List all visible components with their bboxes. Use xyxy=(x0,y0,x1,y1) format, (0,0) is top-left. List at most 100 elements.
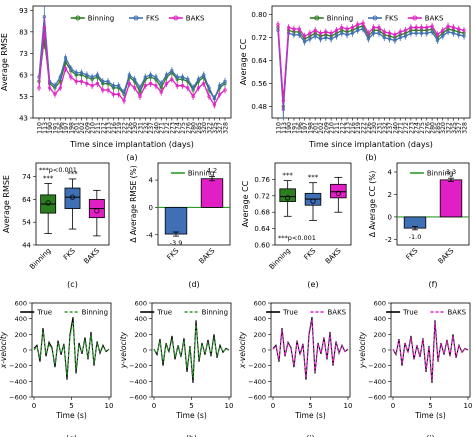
x-tick-label: 276 xyxy=(185,122,192,134)
data-point xyxy=(324,30,328,34)
x-tick-label: 209 xyxy=(323,122,330,134)
legend-marker xyxy=(75,15,81,21)
data-point xyxy=(37,86,41,90)
data-point xyxy=(446,30,450,34)
x-tick-label: 274 xyxy=(414,122,421,134)
data-label: 4.2 xyxy=(207,167,217,175)
x-tick-label: 325 xyxy=(451,122,458,134)
data-point xyxy=(148,81,153,86)
panel-caption: (b) xyxy=(365,153,376,162)
x-tick-label: 320 xyxy=(440,122,447,134)
data-point xyxy=(74,71,78,75)
data-point xyxy=(170,77,174,81)
panel-h: −600 −400 −200 0 200 400 600 0 5 10 True Binning y-v… xyxy=(119,300,233,437)
x-tick-label: 237 xyxy=(387,122,394,134)
data-point xyxy=(345,33,349,37)
series-line-true xyxy=(153,320,230,383)
panel-caption: (i) xyxy=(306,434,314,437)
y-axis-label: Δ Average RMSE (%) xyxy=(129,165,138,242)
x-tick-label: 202 xyxy=(79,122,86,134)
data-point xyxy=(361,21,365,25)
data-point xyxy=(127,81,131,86)
x-tick-label: 231 xyxy=(137,122,144,134)
data-point xyxy=(414,31,418,35)
data-point xyxy=(387,37,392,41)
data-point xyxy=(318,37,323,41)
mean-marker xyxy=(335,190,341,196)
data-point xyxy=(430,30,434,34)
y-tick-label: 53 xyxy=(19,93,28,101)
panel-caption: (f) xyxy=(428,280,437,289)
data-point xyxy=(441,34,445,38)
data-point xyxy=(53,84,57,88)
x-tick-label: 110 xyxy=(276,122,283,134)
data-point xyxy=(90,75,94,79)
data-point xyxy=(372,31,376,35)
y-tick-label: 0.64 xyxy=(254,225,270,233)
legend-marker xyxy=(372,15,378,21)
x-tick-label: 191 xyxy=(52,122,59,134)
y-tick-label: 400 xyxy=(135,315,147,323)
x-tick-label: 327 xyxy=(217,122,224,134)
mean-marker xyxy=(45,200,51,206)
y-tick-label: 600 xyxy=(15,300,27,308)
data-point xyxy=(403,28,408,33)
data-point xyxy=(196,86,201,90)
x-tick-label: 201 xyxy=(313,122,320,134)
x-tick-label: 271 xyxy=(398,122,405,134)
legend: True Binning xyxy=(20,309,108,317)
y-tick-label: 200 xyxy=(254,331,266,339)
data-point xyxy=(143,75,147,79)
y-tick-label: 0.80 xyxy=(251,11,267,19)
data-point xyxy=(340,31,344,35)
x-tick-label: 211 xyxy=(334,122,341,134)
legend-label-binning: Binning xyxy=(327,15,353,23)
data-point xyxy=(159,81,163,86)
data-point xyxy=(441,28,445,33)
x-tick-label: 191 xyxy=(291,122,298,134)
x-tick-label: 275 xyxy=(419,122,426,134)
data-point xyxy=(133,77,137,81)
data-point xyxy=(164,73,169,77)
x-tick-label: 197 xyxy=(302,122,309,134)
data-point xyxy=(356,28,360,33)
x-tick-label: 198 xyxy=(68,122,75,134)
data-point xyxy=(403,34,408,38)
data-point xyxy=(202,73,206,77)
x-tick-label: 322 xyxy=(446,122,453,134)
data-point xyxy=(218,84,222,88)
y-tick-label: 44 xyxy=(22,242,31,250)
x-tick-label: FKS xyxy=(166,246,181,261)
y-tick-label: −200 xyxy=(9,362,27,370)
x-tick-label: 196 xyxy=(297,122,304,134)
x-tick-label: 328 xyxy=(223,122,230,134)
x-tick-label: 274 xyxy=(175,122,182,134)
data-point xyxy=(106,79,110,84)
data-point xyxy=(329,37,333,41)
box-binning xyxy=(279,188,296,202)
data-point xyxy=(170,68,174,73)
data-point xyxy=(318,31,323,35)
x-tick-label: 10 xyxy=(105,402,114,410)
x-tick-label: 216 xyxy=(111,122,118,134)
x-tick-label: 5 xyxy=(308,402,312,410)
x-tick-label: 232 xyxy=(382,122,389,134)
y-tick-label: −400 xyxy=(368,378,386,386)
y-axis-label: Average RMSE xyxy=(2,175,11,233)
data-point xyxy=(409,31,413,35)
panel-j: −600 −400 −200 0 200 400 600 0 5 10 True BAKS y-velo… xyxy=(358,300,472,437)
plot-frame xyxy=(274,162,352,246)
data-point xyxy=(308,31,312,35)
legend: True BAKS xyxy=(386,309,467,317)
plot-frame xyxy=(32,5,232,119)
x-tick-label: 201 xyxy=(74,122,81,134)
x-tick-label: 222 xyxy=(361,122,368,134)
data-point xyxy=(74,79,78,84)
legend-marker xyxy=(412,15,418,21)
panel-caption: (e) xyxy=(307,280,318,289)
box-fks xyxy=(64,187,81,209)
y-tick-label: 93 xyxy=(19,7,28,15)
y-axis-label: y-velocity xyxy=(119,331,128,369)
y-tick-label: 0 xyxy=(143,347,147,355)
data-point xyxy=(435,33,440,37)
